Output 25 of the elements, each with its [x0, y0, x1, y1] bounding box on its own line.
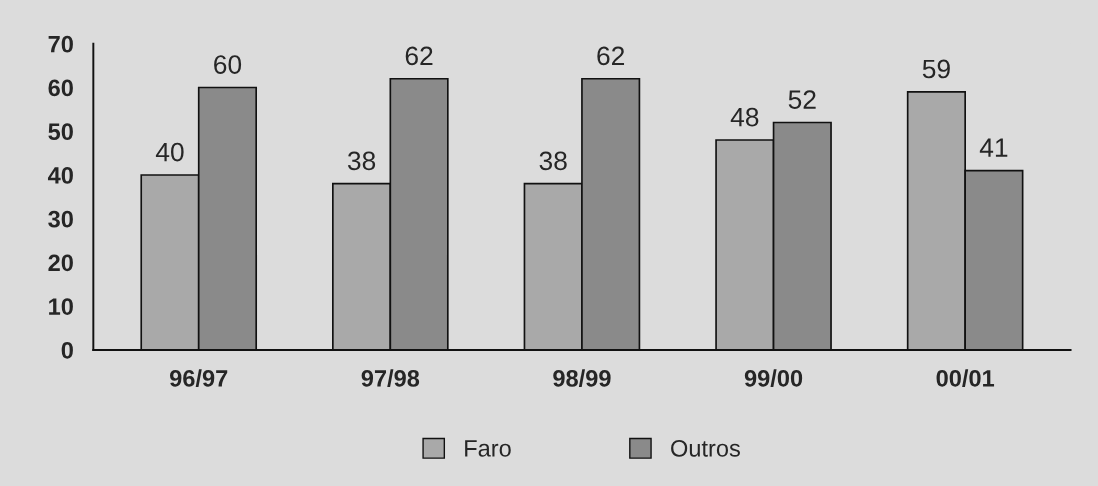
data-label: 48	[730, 107, 759, 127]
x-tick-label: 99/00	[744, 369, 803, 387]
y-tick-label: 30	[48, 210, 73, 228]
y-tick-label: 10	[49, 298, 73, 315]
y-tick-label: 0	[61, 341, 73, 359]
data-label: 62	[405, 46, 433, 66]
data-label: 40	[155, 142, 184, 162]
y-tick-label: 40	[47, 167, 73, 184]
data-label: 41	[979, 138, 1008, 157]
legend-label: Outros	[671, 439, 740, 457]
x-tick-label: 96/97	[170, 369, 228, 387]
y-tick-label: 20	[48, 254, 73, 272]
data-label: 52	[788, 90, 816, 109]
y-tick-label: 50	[48, 123, 73, 141]
data-label: 59	[922, 59, 950, 79]
y-tick-label: 60	[48, 79, 73, 97]
x-tick-label: 97/98	[361, 369, 420, 387]
x-tick-label: 98/99	[553, 369, 611, 387]
data-label: 60	[214, 55, 242, 74]
y-tick-label: 70	[48, 35, 73, 53]
data-label: 38	[539, 151, 567, 171]
data-label: 38	[347, 151, 376, 171]
data-label: 62	[597, 46, 625, 66]
legend-label: Faro	[465, 440, 511, 457]
x-tick-label: 00/01	[936, 369, 995, 387]
